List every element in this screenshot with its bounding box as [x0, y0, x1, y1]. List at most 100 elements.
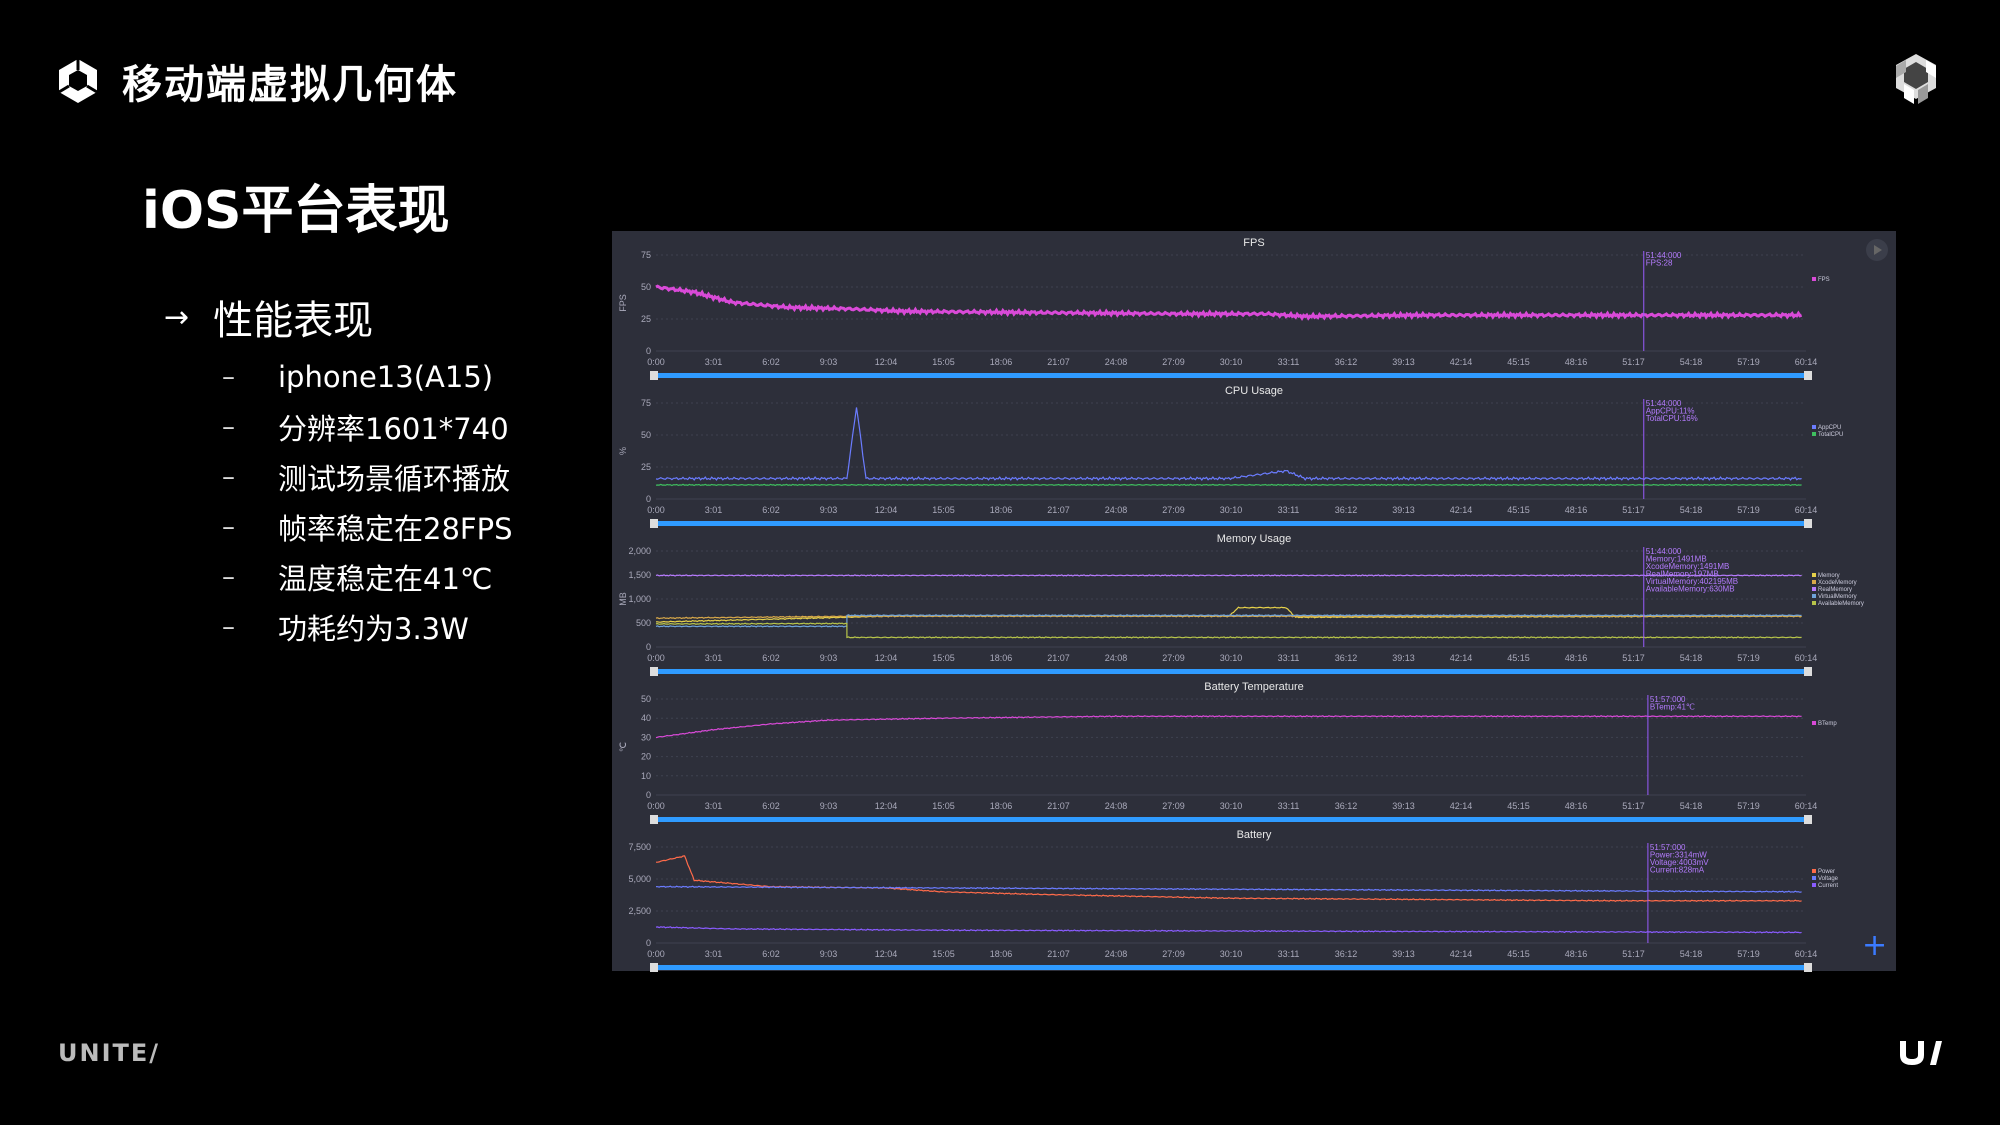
legend-label: Current [1818, 883, 1838, 889]
x-tick-label: 27:09 [1162, 357, 1185, 367]
x-tick-label: 48:16 [1565, 949, 1588, 959]
x-tick-label: 6:02 [762, 357, 780, 367]
x-tick-label: 18:06 [990, 505, 1013, 515]
x-tick-label: 45:15 [1507, 653, 1530, 663]
x-tick-label: 48:16 [1565, 801, 1588, 811]
x-tick-label: 45:15 [1507, 801, 1530, 811]
x-tick-label: 0:00 [647, 653, 665, 663]
legend-label: TotalCPU [1818, 432, 1843, 438]
x-tick-label: 36:12 [1335, 949, 1358, 959]
x-tick-label: 39:13 [1392, 801, 1415, 811]
x-tick-label: 51:17 [1622, 357, 1645, 367]
x-tick-label: 36:12 [1335, 653, 1358, 663]
range-slider-track [652, 521, 1810, 526]
x-tick-label: 18:06 [990, 801, 1013, 811]
marker-annotation: 51:44:000 [1646, 251, 1682, 260]
x-tick-label: 9:03 [820, 801, 838, 811]
x-tick-label: 33:11 [1278, 357, 1300, 367]
range-handle-left [650, 963, 658, 972]
bullet-dash: – [222, 462, 235, 492]
chart-memory-usage: Memory Usage 0 500 1,000 1,500 2,000 MB 0:00 3:0… [612, 529, 1896, 677]
x-tick-label: 33:11 [1278, 949, 1300, 959]
legend-swatch [1812, 883, 1816, 887]
x-tick-label: 57:19 [1737, 505, 1760, 515]
x-tick-label: 57:19 [1737, 801, 1760, 811]
legend-label: VirtualMemory [1818, 594, 1857, 600]
add-chart-button[interactable]: + [1862, 928, 1888, 963]
legend-swatch [1812, 601, 1816, 605]
x-tick-label: 0:00 [647, 505, 665, 515]
x-tick-label: 42:14 [1450, 653, 1473, 663]
y-tick-label: 0 [646, 494, 651, 504]
chart-svg: 0 10 20 30 40 50 ℃ 0:00 3:01 6:02 9:03 12:04 15:05 18… [618, 694, 1837, 824]
legend-label: FPS [1818, 277, 1830, 283]
x-tick-label: 6:02 [762, 505, 780, 515]
unite-u-logo-icon [1900, 1041, 1942, 1065]
x-tick-label: 30:10 [1220, 949, 1243, 959]
list-item-text: 温度稳定在41℃ [278, 562, 493, 596]
bullet-dash: – [222, 412, 235, 442]
series-line-appcpu [655, 407, 1802, 481]
x-tick-label: 15:05 [932, 949, 955, 959]
x-tick-label: 12:04 [875, 357, 898, 367]
y-tick-label: 30 [641, 732, 651, 742]
marker-annotation: RealMemory:197MB [1646, 570, 1719, 579]
x-tick-label: 21:07 [1047, 357, 1070, 367]
x-tick-label: 24:08 [1105, 801, 1128, 811]
x-tick-label: 21:07 [1047, 801, 1070, 811]
x-tick-label: 24:08 [1105, 357, 1128, 367]
x-tick-label: 12:04 [875, 505, 898, 515]
chart-svg: 0 500 1,000 1,500 2,000 MB 0:00 3:01 6:02 9:03 12:… [618, 546, 1864, 676]
marker-annotation: Memory:1491MB [1646, 555, 1707, 564]
x-tick-label: 45:15 [1507, 357, 1530, 367]
bullet-dash: – [222, 562, 235, 592]
range-handle-right [1804, 815, 1812, 824]
x-tick-label: 6:02 [762, 653, 780, 663]
x-tick-label: 15:05 [932, 653, 955, 663]
x-tick-label: 54:18 [1680, 357, 1703, 367]
x-tick-label: 42:14 [1450, 357, 1473, 367]
legend-swatch [1812, 869, 1816, 873]
play-button[interactable] [1866, 239, 1888, 261]
y-tick-label: 1,500 [628, 570, 651, 580]
range-slider-track [652, 965, 1810, 970]
x-tick-label: 60:14 [1795, 505, 1818, 515]
marker-annotation: TotalCPU:16% [1646, 414, 1698, 423]
x-tick-label: 51:17 [1622, 949, 1645, 959]
x-tick-label: 51:17 [1622, 505, 1645, 515]
legend-label: Memory [1818, 573, 1840, 579]
y-tick-label: 75 [641, 398, 651, 408]
list-item: – 测试场景循环播放 [222, 452, 512, 502]
x-tick-label: 3:01 [705, 357, 723, 367]
y-tick-label: 7,500 [628, 842, 651, 852]
marker-annotation: Current:828mA [1650, 866, 1705, 875]
range-handle-right [1804, 963, 1812, 972]
bullet-list: – iphone13(A15) – 分辨率1601*740 – 测试场景循环播放 – 帧… [222, 352, 512, 652]
x-tick-label: 3:01 [705, 801, 723, 811]
x-tick-label: 54:18 [1680, 801, 1703, 811]
marker-annotation: 51:44:000 [1646, 399, 1682, 408]
x-tick-label: 15:05 [932, 801, 955, 811]
x-tick-label: 30:10 [1220, 505, 1243, 515]
x-tick-label: 18:06 [990, 653, 1013, 663]
marker-annotation: FPS:28 [1646, 259, 1673, 268]
x-tick-label: 6:02 [762, 949, 780, 959]
marker-annotation: BTemp:41℃ [1650, 703, 1695, 712]
legend-swatch [1812, 721, 1816, 725]
chart-title: Battery Temperature [1204, 681, 1304, 693]
bullet-dash: – [222, 512, 235, 542]
legend-swatch [1812, 573, 1816, 577]
x-tick-label: 57:19 [1737, 653, 1760, 663]
range-slider-track [652, 817, 1810, 822]
list-item-text: 分辨率1601*740 [278, 412, 509, 446]
x-tick-label: 27:09 [1162, 653, 1185, 663]
y-axis-label: % [618, 447, 628, 455]
x-tick-label: 3:01 [705, 505, 723, 515]
chart-svg: 0 2,500 5,000 7,500 0:00 3:01 6:02 9:03 12:04 15:… [628, 842, 1839, 972]
list-item: – 分辨率1601*740 [222, 402, 512, 452]
list-item: – iphone13(A15) [222, 352, 512, 402]
range-slider-track [652, 669, 1810, 674]
y-tick-label: 0 [646, 938, 651, 948]
list-item-text: 功耗约为3.3W [278, 612, 469, 646]
chart-fps: FPS 0 25 50 75 FPS 0:00 3:01 6:02 9:03 12:04 15:05 1… [612, 233, 1896, 381]
